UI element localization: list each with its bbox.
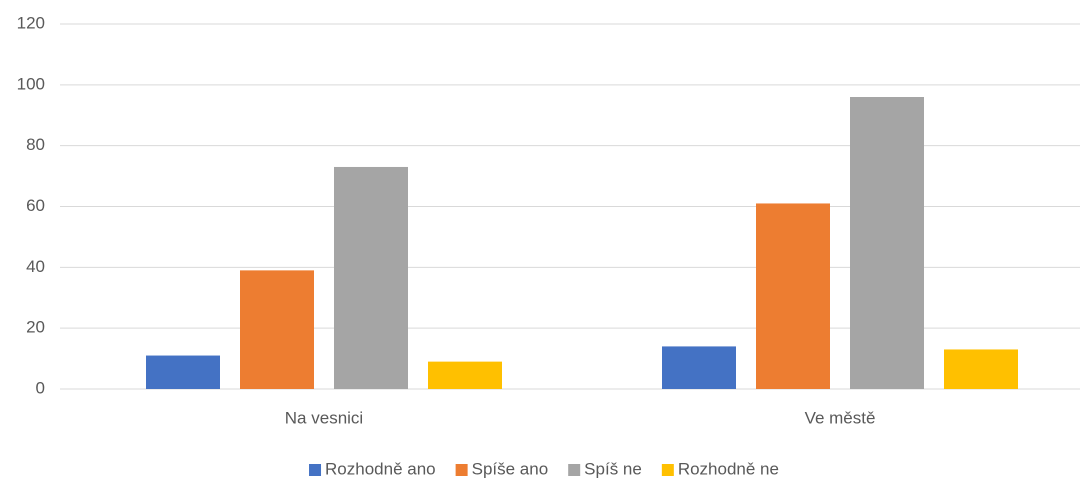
bar — [944, 349, 1018, 389]
y-tick-label: 60 — [26, 196, 45, 215]
legend-swatch — [661, 464, 674, 476]
legend-label: Spíše ano — [472, 459, 549, 478]
y-tick-label: 120 — [17, 13, 45, 32]
legend-swatch — [309, 464, 322, 476]
legend-swatch — [455, 464, 468, 476]
bar — [146, 355, 220, 389]
bar — [850, 97, 924, 389]
y-tick-label: 0 — [36, 378, 45, 397]
x-tick-label: Na vesnici — [285, 408, 363, 427]
legend-swatch — [568, 464, 581, 476]
x-tick-label: Ve městě — [805, 408, 876, 427]
bar — [240, 270, 314, 389]
bar — [756, 203, 830, 389]
legend-label: Spíš ne — [584, 459, 642, 478]
bar — [428, 361, 502, 389]
y-tick-label: 20 — [26, 318, 45, 337]
y-tick-label: 80 — [26, 135, 45, 154]
y-tick-label: 40 — [26, 257, 45, 276]
bar — [334, 166, 408, 389]
legend-label: Rozhodně ne — [678, 459, 779, 478]
y-tick-label: 100 — [17, 74, 45, 93]
legend-label: Rozhodně ano — [325, 459, 436, 478]
bar — [662, 346, 736, 389]
